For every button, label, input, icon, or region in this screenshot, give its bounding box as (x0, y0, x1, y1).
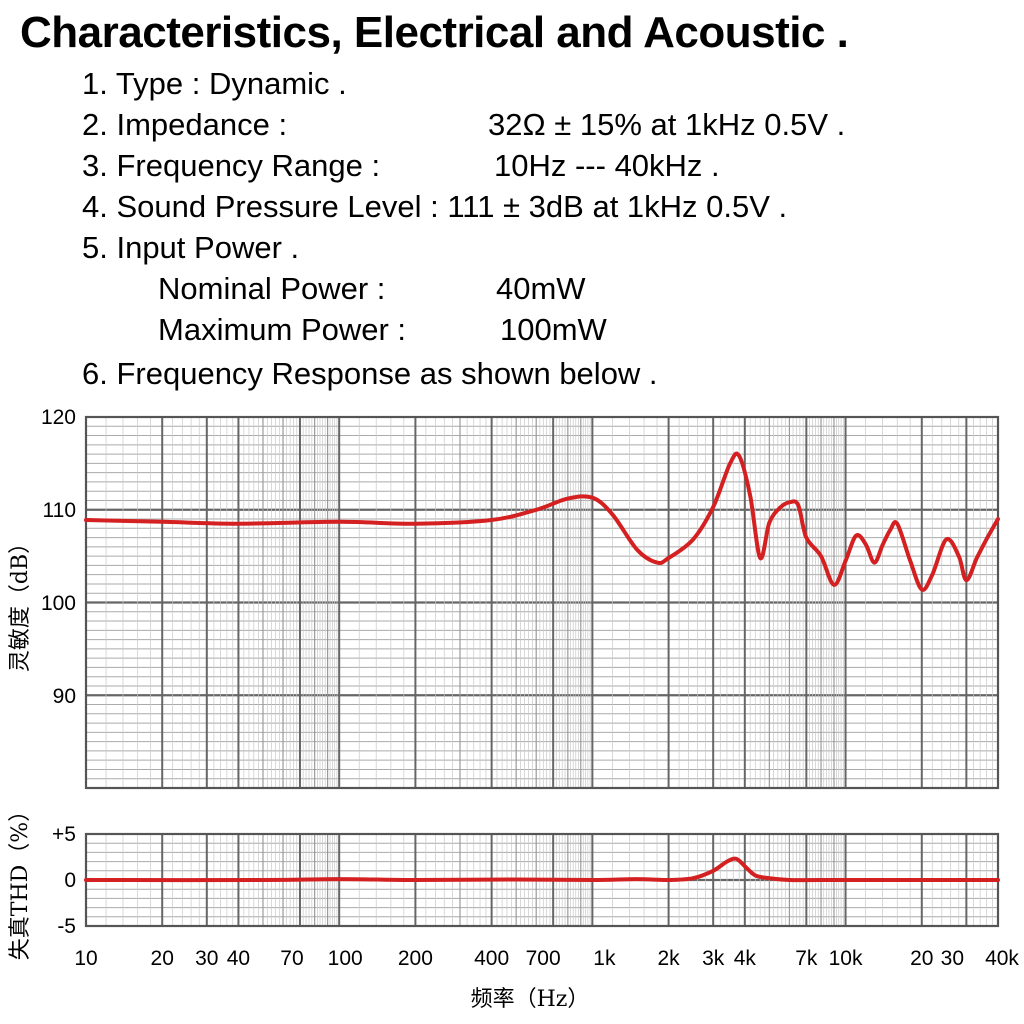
x-axis-label: 频率（Hz） (471, 987, 590, 1012)
grid-panel-1 (84, 415, 1000, 790)
spec-maximum-power-value: 100mW (500, 312, 607, 347)
x-tick-label: 30 (941, 947, 964, 970)
spec-nominal-power-label: Nominal Power : (158, 271, 386, 306)
x-tick-label: 700 (526, 947, 561, 970)
x-tick-label: 7k (795, 947, 818, 970)
spec-maximum-power-label: Maximum Power : (158, 312, 407, 347)
x-tick-label: 100 (328, 947, 363, 970)
spec-impedance-label: 2. Impedance : (82, 107, 288, 142)
spec-frequency-range-value: 10Hz --- 40kHz . (494, 148, 720, 183)
spec-input-power: 5. Input Power . (82, 230, 300, 265)
spec-impedance-value: 32Ω ± 15% at 1kHz 0.5V . (488, 107, 846, 142)
spec-frequency-response: 6. Frequency Response as shown below . (82, 356, 658, 391)
x-tick-label: 20 (910, 947, 933, 970)
y-tick-label: 120 (41, 406, 76, 429)
x-tick-label: 30 (195, 947, 218, 970)
y-tick-label: +5 (52, 823, 76, 846)
spec-frequency-range-label: 3. Frequency Range : (82, 148, 381, 183)
plot-border (84, 415, 1000, 790)
x-tick-label: 40 (227, 947, 250, 970)
thd-curve (84, 856, 1000, 883)
x-tick-label: 1k (593, 947, 616, 970)
chart-labels: 120 110 100 90 +5 0 -5 10 20 30 40 70 100 200 400 700 1k… (8, 406, 1019, 1012)
x-tick-label: 20 (151, 947, 174, 970)
y-tick-label: -5 (57, 915, 76, 938)
chart-grids (84, 415, 1000, 928)
spec-type: 1. Type : Dynamic . (82, 66, 347, 101)
y-tick-label: 100 (41, 592, 76, 615)
x-tick-label: 10 (74, 947, 97, 970)
page-title: Characteristics, Electrical and Acoustic… (20, 8, 849, 57)
spec-nominal-power-value: 40mW (496, 271, 586, 306)
sensitivity-curve (84, 451, 1000, 592)
y-tick-label: 110 (43, 499, 76, 522)
x-tick-label: 40k (985, 947, 1019, 970)
x-tick-label: 70 (280, 947, 303, 970)
chart-curves (84, 451, 1000, 883)
y-axis-label-thd: 失真THD（%） (8, 800, 33, 960)
x-tick-label: 200 (398, 947, 433, 970)
y-tick-label: 90 (53, 685, 76, 708)
spec-sound-pressure-level: 4. Sound Pressure Level : 111 ± 3dB at 1… (82, 189, 788, 224)
x-tick-label: 400 (474, 947, 509, 970)
y-tick-label: 0 (64, 869, 76, 892)
x-tick-label: 10k (829, 947, 863, 970)
y-axis-label-sensitivity: 灵敏度（dB） (8, 532, 33, 672)
x-tick-label: 2k (658, 947, 681, 970)
x-tick-label: 3k (702, 947, 725, 970)
x-tick-label: 4k (734, 947, 757, 970)
